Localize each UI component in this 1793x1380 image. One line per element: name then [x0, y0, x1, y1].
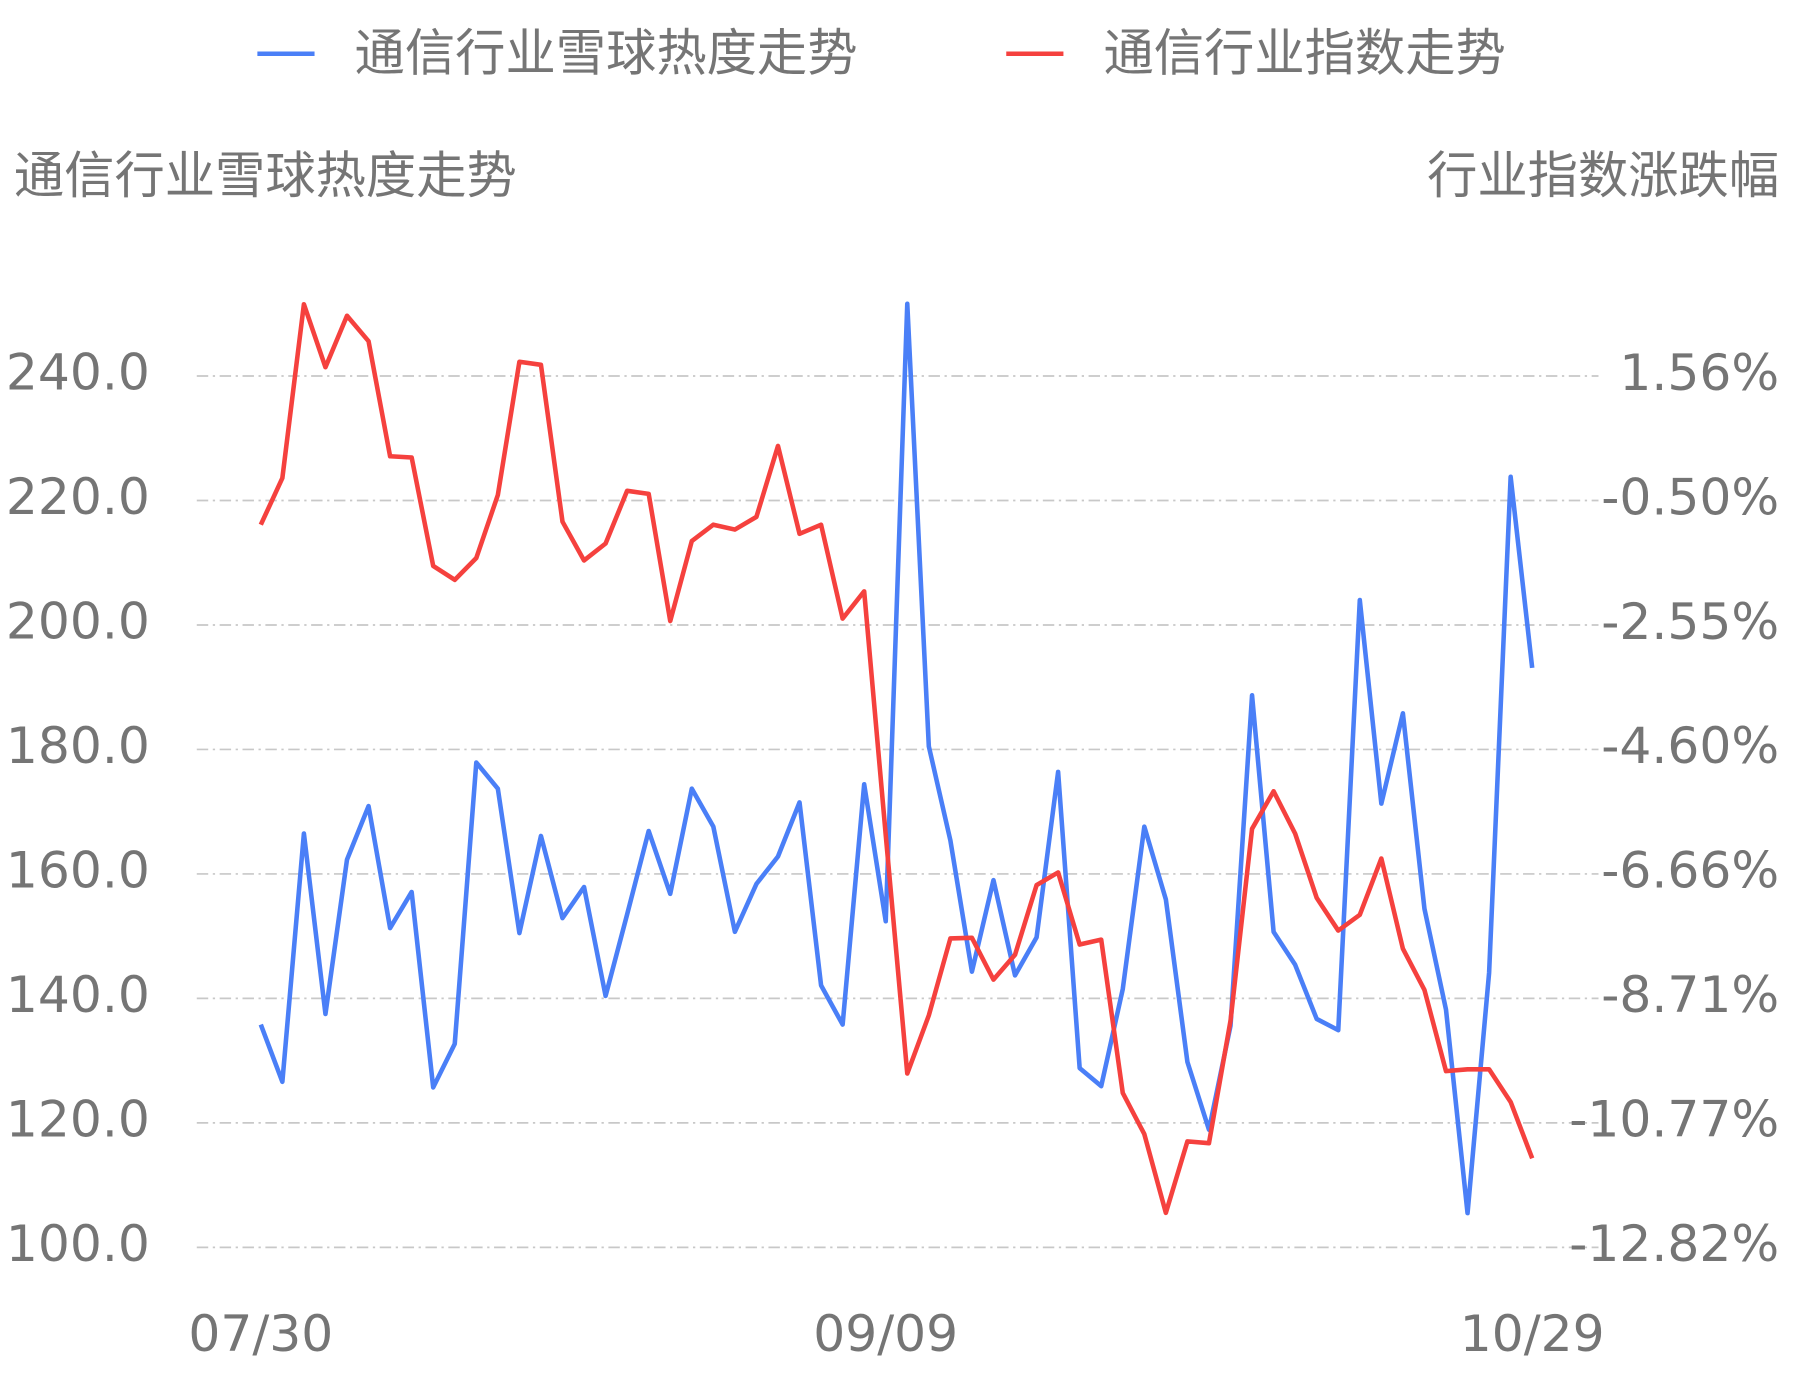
- y-tick-label: 120.0: [6, 1089, 150, 1148]
- y-axis-title: 通信行业雪球热度走势: [14, 146, 517, 205]
- y-tick-label: 140.0: [6, 965, 150, 1024]
- legend-label: 通信行业雪球热度走势: [355, 24, 858, 83]
- y-tick-label: 100.0: [6, 1214, 150, 1273]
- y2-tick-label: -4.60%: [1601, 716, 1779, 775]
- y-tick-label: 220.0: [6, 467, 150, 526]
- x-tick-label: 07/30: [188, 1304, 333, 1363]
- y-tick-label: 240.0: [6, 343, 150, 402]
- y2-tick-label: -2.55%: [1601, 592, 1779, 651]
- legend-label: 通信行业指数走势: [1103, 24, 1505, 83]
- y2-tick-label: -8.71%: [1601, 965, 1779, 1024]
- series-line: [258, 301, 1535, 1216]
- y-tick-label: 160.0: [6, 840, 150, 899]
- y2-tick-label: -6.66%: [1601, 841, 1779, 900]
- series-line: [258, 301, 1535, 1216]
- x-tick-label: 09/09: [813, 1304, 958, 1363]
- y2-tick-label: 1.56%: [1619, 343, 1779, 402]
- x-tick-label: 10/29: [1460, 1304, 1605, 1363]
- y2-tick-label: -12.82%: [1569, 1214, 1779, 1273]
- y-tick-label: 180.0: [6, 716, 150, 775]
- y2-tick-label: -0.50%: [1601, 468, 1779, 527]
- y2-tick-label: -10.77%: [1569, 1090, 1779, 1149]
- y-tick-label: 200.0: [6, 591, 150, 650]
- y2-axis-title: 行业指数涨跌幅: [1427, 146, 1779, 205]
